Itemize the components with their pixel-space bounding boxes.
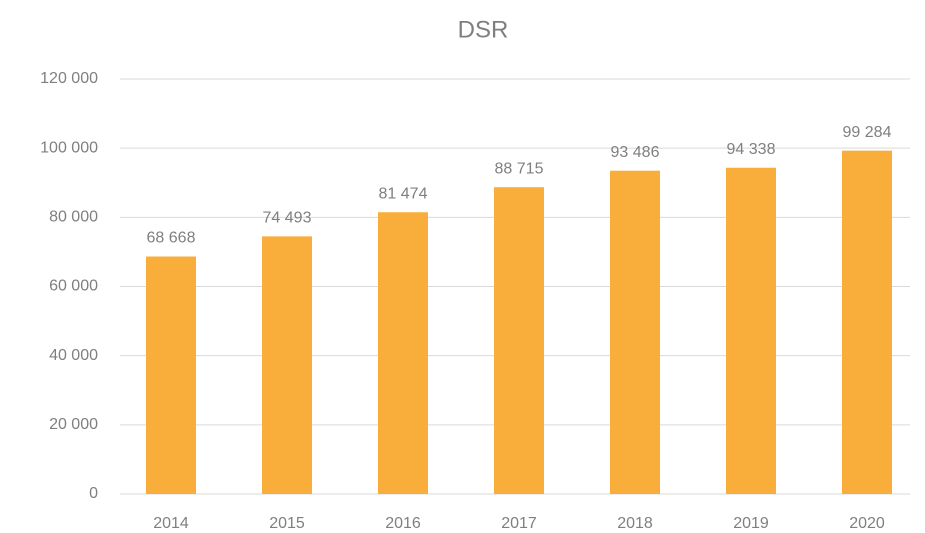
y-tick-label: 100 000 xyxy=(40,139,98,156)
y-tick-label: 120 000 xyxy=(40,70,98,87)
chart-title: DSR xyxy=(458,16,509,43)
bar xyxy=(378,212,428,494)
bar xyxy=(262,236,312,495)
value-label: 99 284 xyxy=(843,124,892,141)
y-tick-label: 60 000 xyxy=(49,278,98,295)
x-tick-label: 2017 xyxy=(501,515,537,532)
value-label: 74 493 xyxy=(263,210,312,227)
y-tick-label: 80 000 xyxy=(49,209,98,226)
y-tick-label: 40 000 xyxy=(49,347,98,364)
value-label: 68 668 xyxy=(147,230,196,247)
x-tick-label: 2019 xyxy=(733,515,769,532)
bar xyxy=(610,170,660,494)
value-label: 88 715 xyxy=(495,160,544,177)
bar xyxy=(494,187,544,494)
value-label: 94 338 xyxy=(727,141,776,158)
bar xyxy=(726,167,776,495)
x-tick-label: 2016 xyxy=(385,515,421,532)
x-tick-label: 2020 xyxy=(849,515,885,532)
bar xyxy=(146,256,196,494)
x-tick-label: 2018 xyxy=(617,515,653,532)
value-label: 93 486 xyxy=(611,144,660,161)
y-tick-label: 20 000 xyxy=(49,416,98,433)
x-tick-label: 2014 xyxy=(153,515,189,532)
x-tick-label: 2015 xyxy=(269,515,305,532)
y-tick-label: 0 xyxy=(89,485,98,502)
value-label: 81 474 xyxy=(379,185,428,202)
bar xyxy=(842,150,892,495)
